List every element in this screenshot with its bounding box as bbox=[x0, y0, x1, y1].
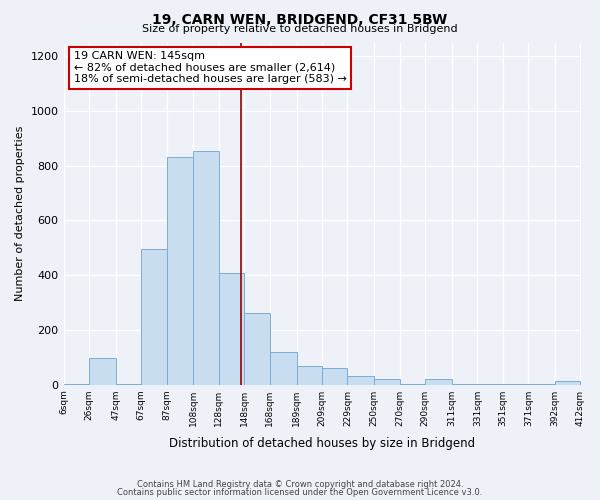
Text: Contains public sector information licensed under the Open Government Licence v3: Contains public sector information licen… bbox=[118, 488, 482, 497]
Y-axis label: Number of detached properties: Number of detached properties bbox=[15, 126, 25, 302]
Bar bbox=[193, 151, 219, 384]
Bar bbox=[167, 158, 193, 384]
Bar bbox=[374, 379, 400, 384]
Text: 19, CARN WEN, BRIDGEND, CF31 5BW: 19, CARN WEN, BRIDGEND, CF31 5BW bbox=[152, 12, 448, 26]
X-axis label: Distribution of detached houses by size in Bridgend: Distribution of detached houses by size … bbox=[169, 437, 475, 450]
Text: Contains HM Land Registry data © Crown copyright and database right 2024.: Contains HM Land Registry data © Crown c… bbox=[137, 480, 463, 489]
Bar bbox=[141, 248, 167, 384]
Bar bbox=[270, 352, 296, 384]
Bar bbox=[219, 273, 244, 384]
Bar bbox=[89, 358, 116, 384]
Bar bbox=[296, 366, 322, 384]
Bar bbox=[347, 376, 374, 384]
Bar bbox=[555, 381, 580, 384]
Text: Size of property relative to detached houses in Bridgend: Size of property relative to detached ho… bbox=[142, 24, 458, 34]
Bar bbox=[322, 368, 347, 384]
Bar bbox=[244, 314, 270, 384]
Bar bbox=[425, 379, 452, 384]
Text: 19 CARN WEN: 145sqm
← 82% of detached houses are smaller (2,614)
18% of semi-det: 19 CARN WEN: 145sqm ← 82% of detached ho… bbox=[74, 51, 347, 84]
